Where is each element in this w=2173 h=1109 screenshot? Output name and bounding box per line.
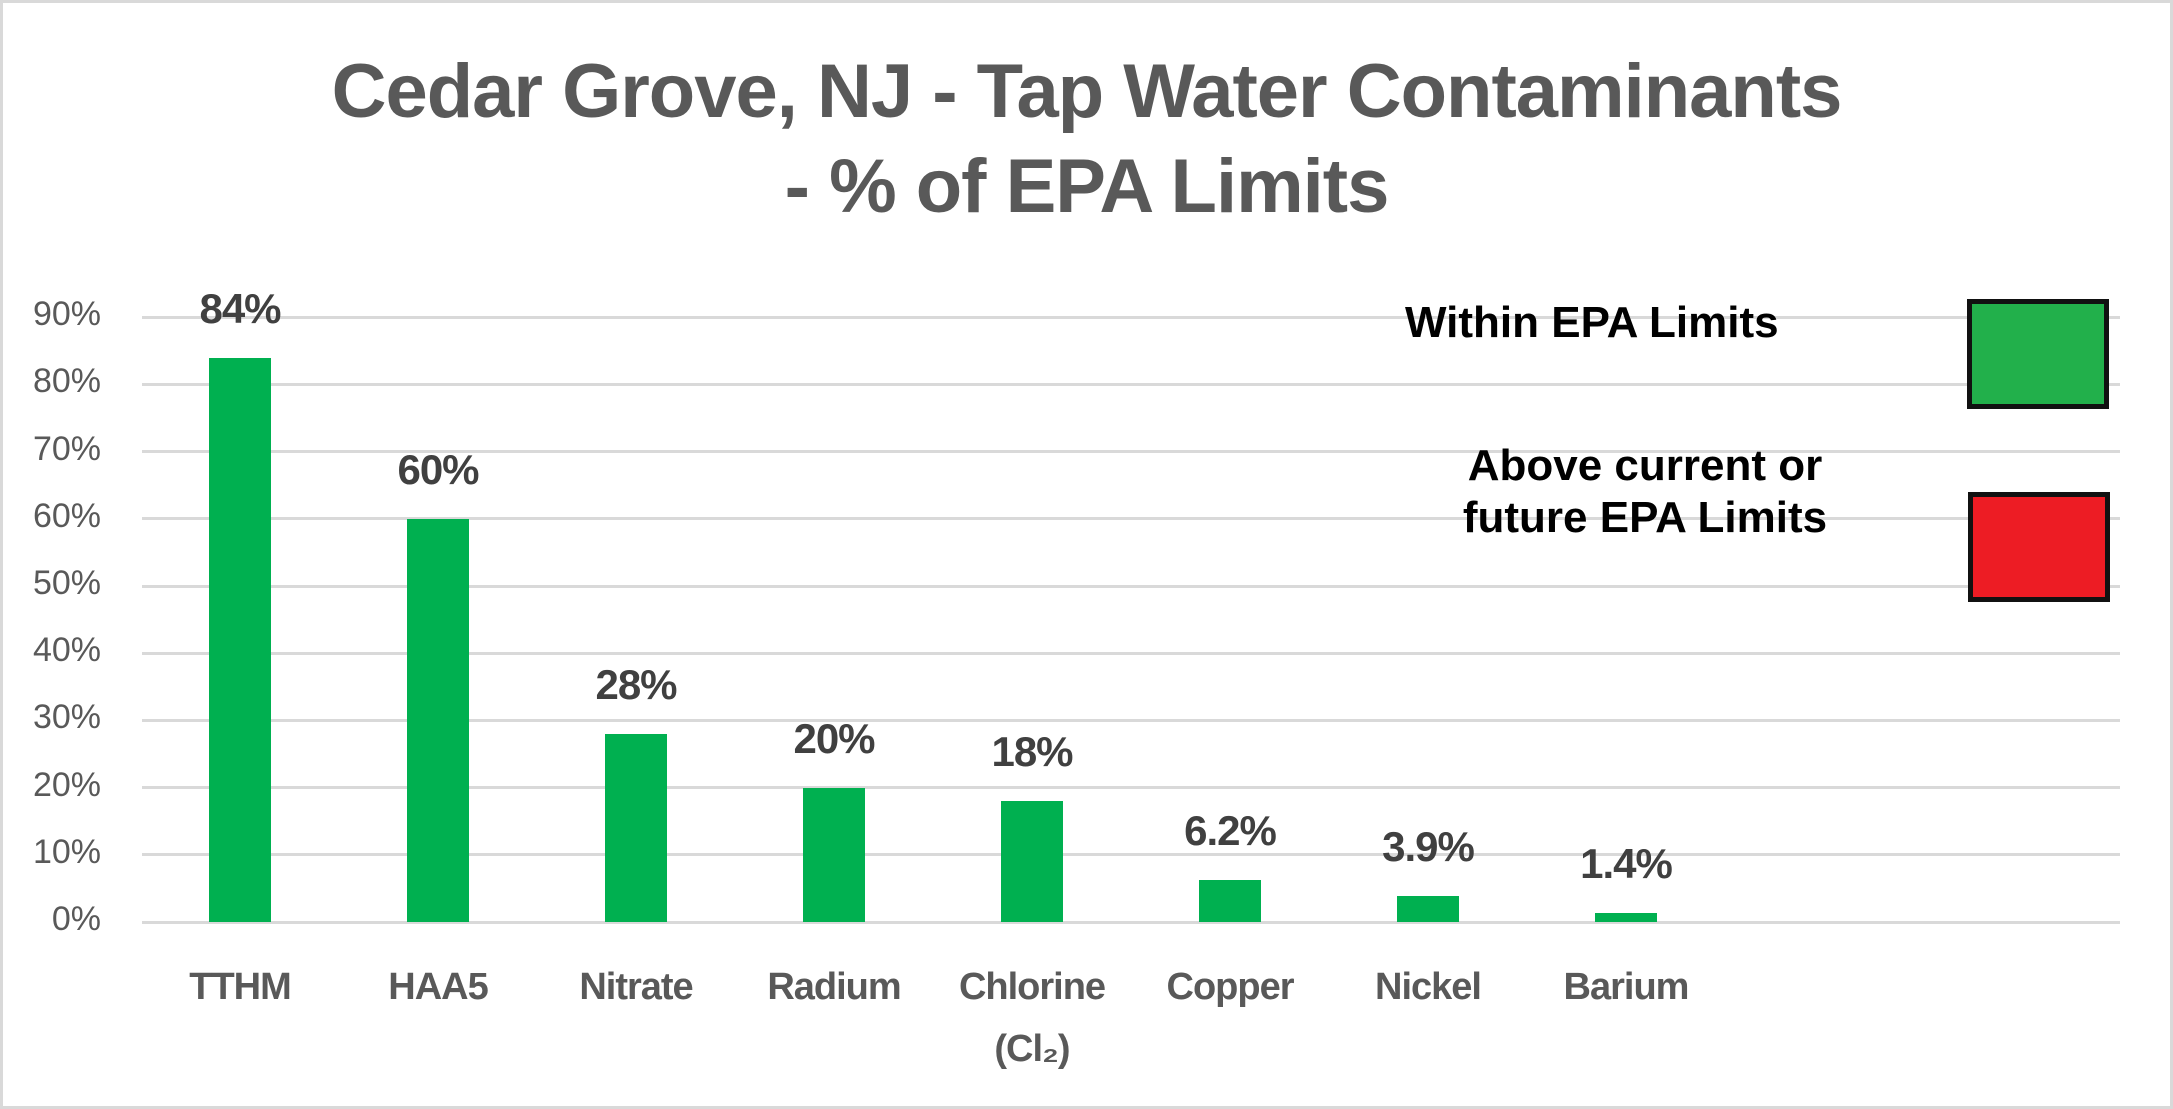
chart-title-line-1: Cedar Grove, NJ - Tap Water Contaminants [331,49,1843,134]
data-label: 28% [595,660,677,708]
y-tick-label: 20% [32,765,101,804]
y-tick-label: 50% [32,564,101,602]
gridline [142,651,2120,655]
x-tick-label-line: TTHM [189,966,292,1008]
y-tick-label: 70% [32,429,101,468]
data-label: 3.9% [1382,822,1475,870]
x-tick-label: HAA5 [339,956,537,1018]
legend-label-above-line-2: future EPA Limits [1462,493,1828,542]
x-tick-label-line: Copper [1166,966,1295,1008]
gridline [142,718,2120,722]
legend-label-above-line-1: Above current or [1467,441,1823,490]
data-label: 20% [793,714,875,762]
data-label: 18% [991,728,1073,776]
x-tick-label: TTHM [141,956,339,1018]
y-tick-label: 10% [32,832,101,871]
bar [209,357,271,922]
y-tick-label: 90% [32,295,101,334]
x-tick-label: Nitrate [537,956,735,1018]
x-tick-label-line: Nickel [1375,966,1482,1008]
y-tick-label: 40% [32,631,101,670]
gridline [142,450,2120,454]
gridline [142,517,2120,521]
y-tick-label: 0% [51,900,101,938]
gridline [142,584,2120,588]
y-tick-label: 30% [32,698,101,737]
data-label: 1.4% [1580,839,1673,887]
x-tick-label: Radium [735,956,933,1018]
bar [605,733,667,922]
data-label: 6.2% [1184,807,1277,855]
legend-swatch-green [1967,299,2109,409]
y-tick-label: 60% [32,496,101,535]
x-tick-label: Copper [1131,956,1329,1018]
bar [407,518,469,922]
x-tick-label: Nickel [1329,956,1527,1018]
x-tick-label-line: (Cl₂) [994,1028,1070,1070]
bar [803,787,865,922]
x-tick-label-line: Nitrate [579,966,693,1008]
data-label: 60% [397,445,479,493]
data-label: 84% [199,284,281,332]
bar [1001,801,1063,922]
bar [1199,880,1261,922]
x-tick-label-line: Chlorine [958,966,1106,1008]
gridline [142,786,2120,790]
legend-label-within: Within EPA Limits [1405,298,1779,347]
bar [1397,895,1459,922]
gridline [142,920,2120,924]
x-tick-label-line: HAA5 [388,966,488,1008]
bar [1595,912,1657,922]
x-tick-label-line: Radium [767,966,901,1008]
gridline [142,853,2120,857]
legend-label-above: Above current or future EPA Limits [1395,440,1895,544]
y-tick-label: 80% [32,362,101,401]
x-tick-label: Barium [1527,956,1725,1018]
x-tick-label-line: Barium [1563,966,1690,1008]
x-tick-label: Chlorine (Cl₂) [933,956,1131,1080]
chart-title-line-2: - % of EPA Limits [784,144,1390,229]
legend-swatch-red [1968,492,2110,602]
gridline [142,382,2120,386]
gridline [142,315,2120,319]
